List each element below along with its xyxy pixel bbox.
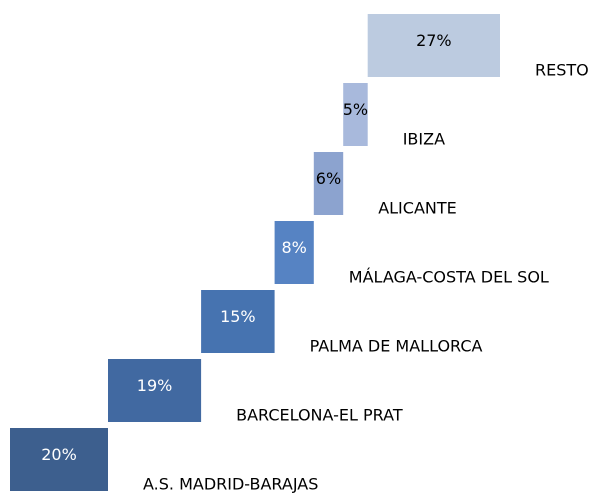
category-label: MÁLAGA-COSTA DEL SOL: [349, 268, 549, 287]
bar: [108, 359, 202, 422]
bar: [201, 290, 275, 353]
value-label: 20%: [41, 445, 77, 464]
bar: [367, 14, 500, 77]
bar: [274, 221, 314, 284]
category-label: RESTO: [535, 61, 589, 80]
value-label: 8%: [282, 238, 307, 257]
category-label: BARCELONA-EL PRAT: [236, 406, 403, 425]
category-label: PALMA DE MALLORCA: [310, 337, 483, 356]
category-label: A.S. MADRID-BARAJAS: [143, 475, 318, 494]
category-label: IBIZA: [403, 130, 445, 149]
value-label: 5%: [343, 100, 368, 119]
value-label: 19%: [137, 376, 173, 395]
value-label: 6%: [316, 169, 341, 188]
bar: [10, 428, 108, 491]
value-label: 15%: [220, 307, 256, 326]
bar: [343, 83, 368, 146]
value-label: 27%: [416, 31, 452, 50]
bar: [313, 152, 344, 215]
category-label: ALICANTE: [378, 199, 457, 218]
